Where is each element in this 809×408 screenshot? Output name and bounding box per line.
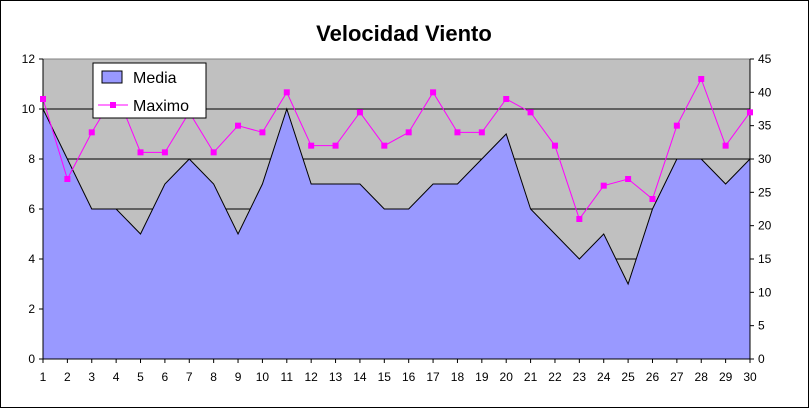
point-maximo	[551, 142, 558, 149]
x-tick-label: 16	[402, 370, 416, 384]
y-right-tick-label: 35	[758, 119, 772, 133]
point-maximo	[308, 142, 315, 149]
legend-swatch-media	[101, 70, 123, 84]
point-maximo	[332, 142, 339, 149]
x-tick-label: 22	[548, 370, 562, 384]
legend: Media Maximo	[92, 62, 207, 119]
x-tick-label: 15	[378, 370, 392, 384]
point-maximo	[527, 109, 534, 116]
chart-title: Velocidad Viento	[316, 21, 492, 46]
point-maximo	[235, 122, 242, 129]
point-maximo	[698, 76, 705, 82]
point-maximo	[600, 182, 607, 189]
point-maximo	[576, 216, 583, 222]
point-maximo	[210, 149, 217, 156]
point-maximo	[503, 96, 510, 102]
x-tick-label: 18	[451, 370, 465, 384]
x-tick-label: 27	[670, 370, 684, 384]
y-right-tick-label: 0	[758, 352, 765, 366]
legend-label-media: Media	[133, 70, 177, 87]
y-right-tick-label: 40	[758, 85, 772, 99]
x-tick-label: 14	[353, 370, 367, 384]
x-tick-label: 20	[500, 370, 514, 384]
x-tick-label: 8	[210, 370, 217, 384]
legend-marker-maximo	[110, 102, 116, 108]
x-tick-label: 26	[646, 370, 660, 384]
x-tick-label: 10	[256, 370, 270, 384]
x-tick-label: 19	[475, 370, 489, 384]
x-tick-label: 24	[597, 370, 611, 384]
x-tick-label: 17	[426, 370, 440, 384]
y-right-tick-label: 20	[758, 219, 772, 233]
point-maximo	[649, 196, 656, 202]
point-maximo	[259, 129, 266, 136]
y-right-tick-label: 45	[758, 52, 772, 66]
point-maximo	[283, 89, 290, 96]
point-maximo	[40, 96, 46, 102]
x-tick-label: 28	[695, 370, 709, 384]
point-maximo	[161, 149, 168, 156]
x-tick-label: 23	[573, 370, 587, 384]
point-maximo	[430, 89, 437, 96]
x-tick-label: 4	[113, 370, 120, 384]
y-left-tick-label: 4	[28, 252, 35, 266]
x-tick-label: 6	[162, 370, 169, 384]
point-maximo	[747, 109, 753, 116]
point-maximo	[356, 109, 363, 116]
y-right-tick-label: 15	[758, 252, 772, 266]
point-maximo	[381, 142, 388, 149]
point-maximo	[673, 122, 680, 129]
x-tick-label: 11	[281, 370, 294, 384]
x-tick-label: 30	[743, 370, 757, 384]
y-left-tick-label: 8	[28, 152, 35, 166]
y-left-tick-label: 10	[22, 102, 36, 116]
x-tick-label: 13	[329, 370, 343, 384]
line-maximo	[42, 77, 751, 221]
y-left-tick-label: 12	[22, 52, 36, 66]
x-tick-label: 3	[88, 370, 95, 384]
x-tick-label: 1	[40, 370, 47, 384]
x-tick-label: 21	[524, 370, 538, 384]
legend-label-maximo: Maximo	[133, 98, 189, 115]
point-maximo	[625, 176, 632, 182]
y-left-tick-label: 2	[28, 302, 35, 316]
y-left-tick-label: 6	[28, 202, 35, 216]
y-right-tick-label: 30	[758, 152, 772, 166]
point-maximo	[722, 142, 729, 149]
point-maximo	[478, 129, 485, 136]
x-tick-label: 9	[235, 370, 242, 384]
y-right-tick-label: 25	[758, 185, 772, 199]
x-tick-label: 7	[186, 370, 193, 384]
point-maximo	[88, 129, 95, 136]
x-tick-label: 5	[137, 370, 144, 384]
x-tick-label: 25	[621, 370, 635, 384]
point-maximo	[64, 176, 71, 182]
x-tick-label: 29	[719, 370, 733, 384]
y-right-tick-label: 5	[758, 319, 765, 333]
x-tick-label: 2	[64, 370, 71, 384]
y-right-tick-label: 10	[758, 285, 772, 299]
point-maximo	[405, 129, 412, 136]
x-tick-label: 12	[304, 370, 318, 384]
point-maximo	[137, 149, 144, 156]
area-media-outline	[42, 107, 751, 286]
y-left-tick-label: 0	[28, 352, 35, 366]
point-maximo	[454, 129, 461, 136]
area-media	[43, 109, 750, 359]
